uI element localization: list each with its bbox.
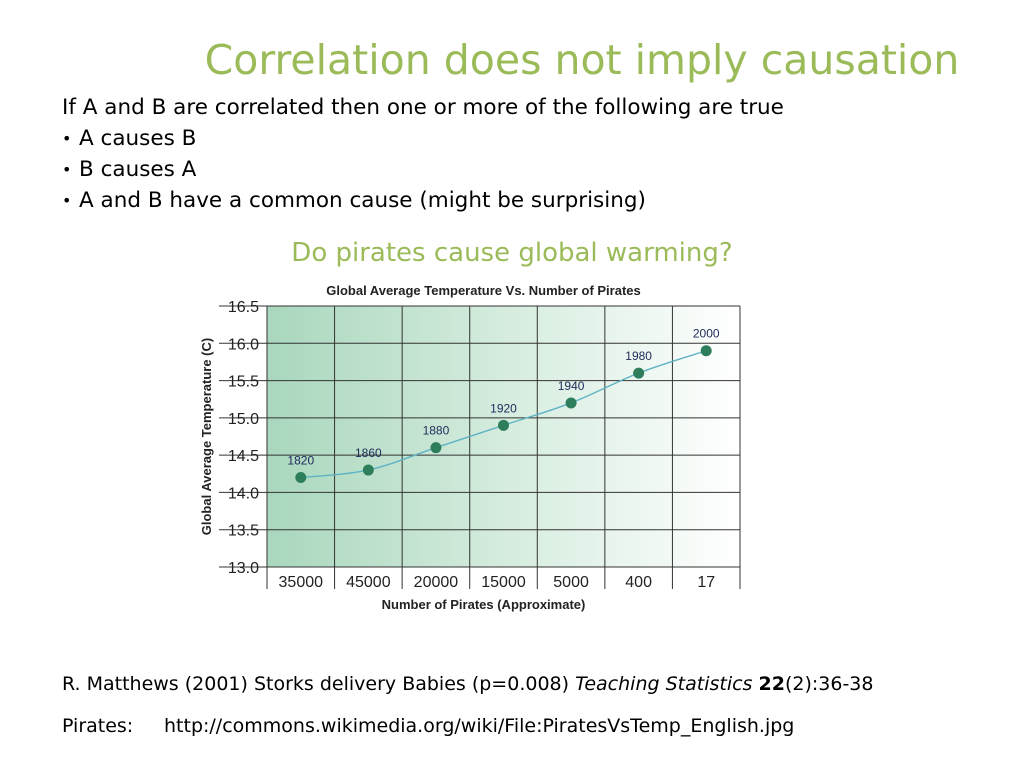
data-point [498,419,509,431]
data-point-label: 1860 [355,446,382,460]
data-point-label: 1880 [423,424,450,438]
data-point [430,442,442,454]
reference-volume: 22 [758,673,785,695]
data-point-label: 1980 [625,349,652,363]
bullet-list: • A causes B • B causes A • A and B have a … [62,123,784,216]
bullet-glyph: • [62,191,72,210]
pirates-source: Pirates: http://commons.wikimedia.org/wik… [62,715,794,737]
plot-area [267,306,740,567]
y-tick-label: 16.5 [228,299,259,316]
data-point [633,367,645,379]
y-tick-label: 14.0 [228,485,259,502]
x-tick-label: 5000 [553,574,589,591]
intro-block: If A and B are correlated then one or mo… [62,92,784,216]
reference-journal: Teaching Statistics [575,673,753,695]
chart-question: Do pirates cause global warming? [291,238,733,268]
x-tick-label: 15000 [481,574,526,591]
chart-title: Global Average Temperature Vs. Number of… [326,283,641,298]
x-tick-label: 400 [625,574,652,591]
x-tick-label: 45000 [346,574,391,591]
data-point [700,345,712,357]
x-tick-label: 17 [697,574,715,591]
chart-container: 13.0 13.5 14.0 14.5 15.0 15.5 16.0 16.5 35000 450… [195,279,755,623]
y-tick-label: 16.0 [228,336,259,353]
reference-citation: R. Matthews (2001) Storks delivery Babie… [62,673,873,695]
slide-title: Correlation does not imply causation [204,36,960,84]
y-tick-label: 13.0 [228,560,259,577]
x-tick-label: 35000 [279,574,324,591]
pirates-url[interactable]: http://commons.wikimedia.org/wiki/File:P… [164,715,795,737]
y-tick-label: 13.5 [228,523,259,540]
data-point-label: 2000 [693,327,720,341]
data-point [565,397,577,409]
data-point [295,472,307,484]
x-tick-label: 20000 [414,574,459,591]
x-axis-label: Number of Pirates (Approximate) [382,597,586,612]
intro-text: If A and B are correlated then one or mo… [62,95,784,120]
y-tick-label: 15.5 [228,374,259,391]
bullet-glyph: • [62,160,72,179]
data-point [362,464,374,476]
data-point-label: 1940 [558,379,585,393]
pirates-label: Pirates: [62,715,134,737]
reference-pages: (2):36-38 [784,673,874,695]
y-tick-label: 15.0 [228,411,259,428]
data-point-label: 1920 [490,401,517,415]
bullet-glyph: • [62,129,72,148]
y-tick-label: 14.5 [228,448,259,465]
temperature-vs-pirates-chart: 13.0 13.5 14.0 14.5 15.0 15.5 16.0 16.5 35000 450… [199,283,741,612]
data-point-label: 1820 [287,454,314,468]
reference-authors: R. Matthews (2001) Storks delivery Babie… [62,673,570,695]
list-item: • A and B have a common cause (might be s… [62,185,784,216]
list-item: • B causes A [62,154,784,185]
y-axis-label: Global Average Temperature (C) [199,338,214,535]
list-item: • A causes B [62,123,784,154]
